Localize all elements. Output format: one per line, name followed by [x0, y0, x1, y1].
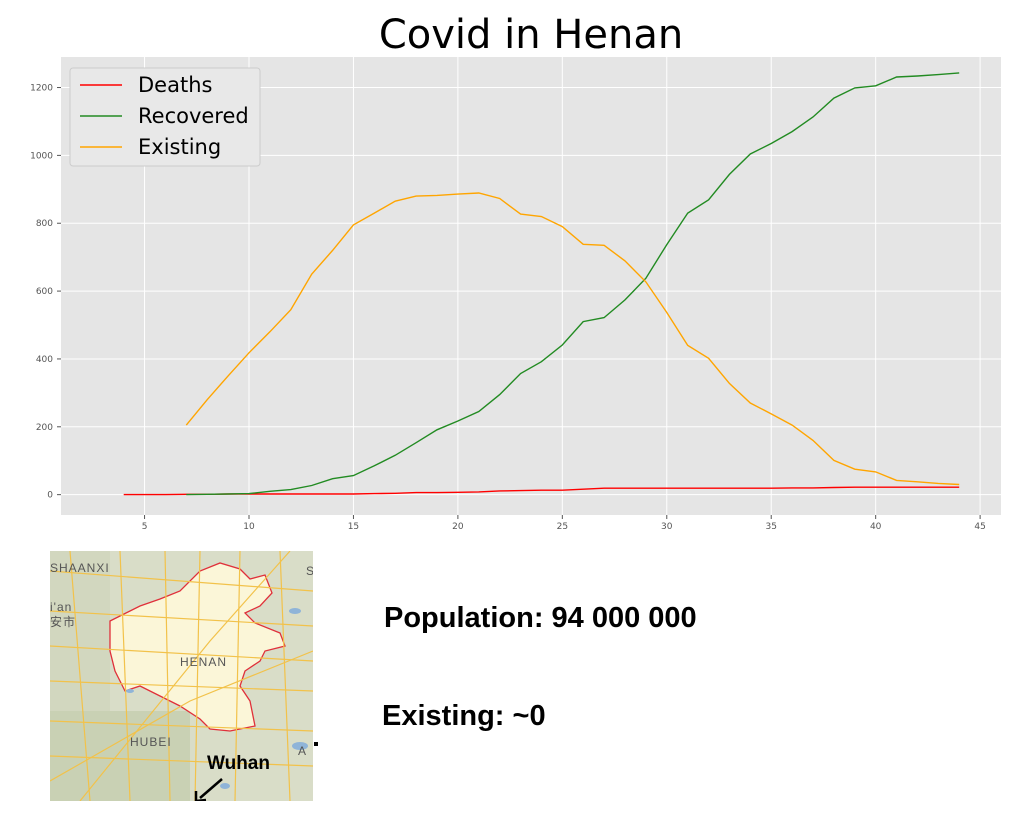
series-lines [123, 72, 960, 496]
water-features [126, 608, 308, 789]
map-graphic: SHAANXI S i'an 安市 HENAN A HUBEI Wuhan [50, 551, 313, 801]
x-tick-label: 35 [765, 522, 776, 532]
existing-text: Existing: ~0 [382, 700, 546, 732]
x-tick-label: 25 [557, 522, 568, 532]
line-chart: 5 10 15 20 25 30 35 40 45 0 200 400 600 800 1000 1200 D… [30, 57, 1001, 532]
y-tick-label: 800 [36, 219, 53, 229]
x-tick-label: 45 [974, 522, 985, 532]
x-tick-label: 5 [142, 522, 148, 532]
x-tick-label: 15 [348, 522, 359, 532]
series-line-existing [185, 192, 960, 486]
label-xian-top: i'an [50, 600, 72, 614]
x-tick-label: 30 [661, 522, 673, 532]
population-text: Population: 94 000 000 [384, 602, 697, 634]
axis-ticks: 5 10 15 20 25 30 35 40 45 0 200 400 600 800 1000 1200 [30, 84, 986, 532]
label-wuhan: Wuhan [207, 753, 270, 774]
label-hubei: HUBEI [130, 735, 172, 749]
y-tick-label: 200 [36, 423, 53, 433]
label-henan: HENAN [180, 655, 227, 669]
label-edge-s: S [306, 564, 313, 578]
grid-lines [61, 57, 1001, 515]
henan-map: SHAANXI S i'an 安市 HENAN A HUBEI Wuhan [50, 551, 313, 801]
label-edge-a: A [298, 744, 307, 758]
legend-label-existing: Existing [138, 135, 221, 159]
x-tick-label: 10 [243, 522, 255, 532]
x-tick-label: 40 [870, 522, 882, 532]
series-line-recovered [186, 72, 960, 496]
terrain-shade-west [50, 551, 110, 711]
y-tick-label: 600 [36, 287, 53, 297]
chart-title: Covid in Henan [378, 12, 684, 58]
label-xian-bottom: 安市 [50, 614, 76, 629]
y-tick-label: 1200 [30, 84, 53, 94]
series-line-deaths [123, 486, 960, 496]
y-tick-label: 1000 [30, 151, 53, 161]
y-tick-label: 400 [36, 355, 53, 365]
legend-label-deaths: Deaths [138, 73, 212, 97]
dot-marker [314, 742, 318, 746]
legend-label-recovered: Recovered [138, 104, 249, 128]
road-network [50, 551, 313, 801]
legend-box [69, 67, 261, 167]
legend: Deaths Recovered Existing [69, 67, 261, 167]
y-tick-label: 0 [47, 491, 53, 501]
label-shaanxi: SHAANXI [50, 561, 110, 575]
x-tick-label: 20 [452, 522, 464, 532]
wuhan-arrow-icon [194, 778, 223, 801]
